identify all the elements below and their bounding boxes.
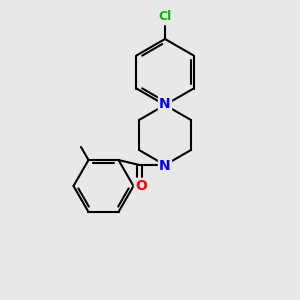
Text: N: N <box>159 97 171 110</box>
Text: Cl: Cl <box>158 10 172 22</box>
Text: O: O <box>135 179 147 193</box>
Text: N: N <box>159 160 171 173</box>
